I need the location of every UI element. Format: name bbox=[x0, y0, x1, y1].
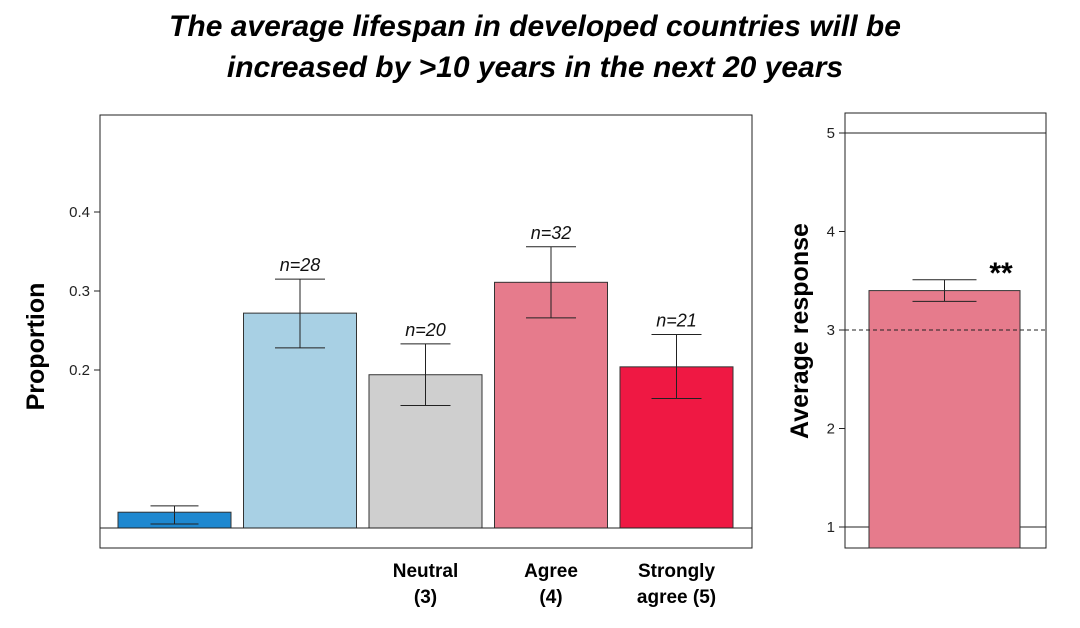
y-tick-label: 4 bbox=[827, 224, 835, 241]
y-axis-label: Average response bbox=[786, 223, 814, 439]
x-category-label: Agree bbox=[524, 561, 578, 582]
title-line-1: The average lifespan in developed countr… bbox=[169, 10, 901, 43]
bar bbox=[494, 281, 608, 529]
bar bbox=[868, 290, 1021, 549]
y-tick-label: 0.3 bbox=[69, 283, 90, 300]
y-tick-label: 0.4 bbox=[69, 204, 90, 221]
title-line-2: increased by >10 years in the next 20 ye… bbox=[226, 51, 844, 84]
x-category-label: agree (5) bbox=[637, 587, 716, 608]
y-tick-label: 3 bbox=[827, 322, 835, 339]
sample-size-label: n=20 bbox=[405, 320, 446, 340]
x-category-label: Neutral bbox=[393, 561, 458, 582]
chart-title: The average lifespan in developed countr… bbox=[0, 6, 1070, 88]
bar bbox=[243, 312, 357, 529]
left-plot-frame bbox=[99, 114, 753, 549]
sample-size-label: n=28 bbox=[280, 255, 321, 275]
y-tick-label: 5 bbox=[827, 125, 835, 142]
significance-label: ** bbox=[989, 257, 1013, 290]
y-tick-label: 2 bbox=[827, 421, 835, 438]
y-tick-label: 1 bbox=[827, 519, 835, 536]
x-category-label: (3) bbox=[414, 587, 437, 608]
y-axis-label: Proportion bbox=[22, 283, 50, 411]
y-tick-label: 0.2 bbox=[69, 362, 90, 379]
x-category-label: Strongly bbox=[638, 561, 715, 582]
x-category-label: (4) bbox=[539, 587, 562, 608]
sample-size-label: n=32 bbox=[531, 223, 572, 243]
sample-size-label: n=21 bbox=[656, 310, 697, 330]
